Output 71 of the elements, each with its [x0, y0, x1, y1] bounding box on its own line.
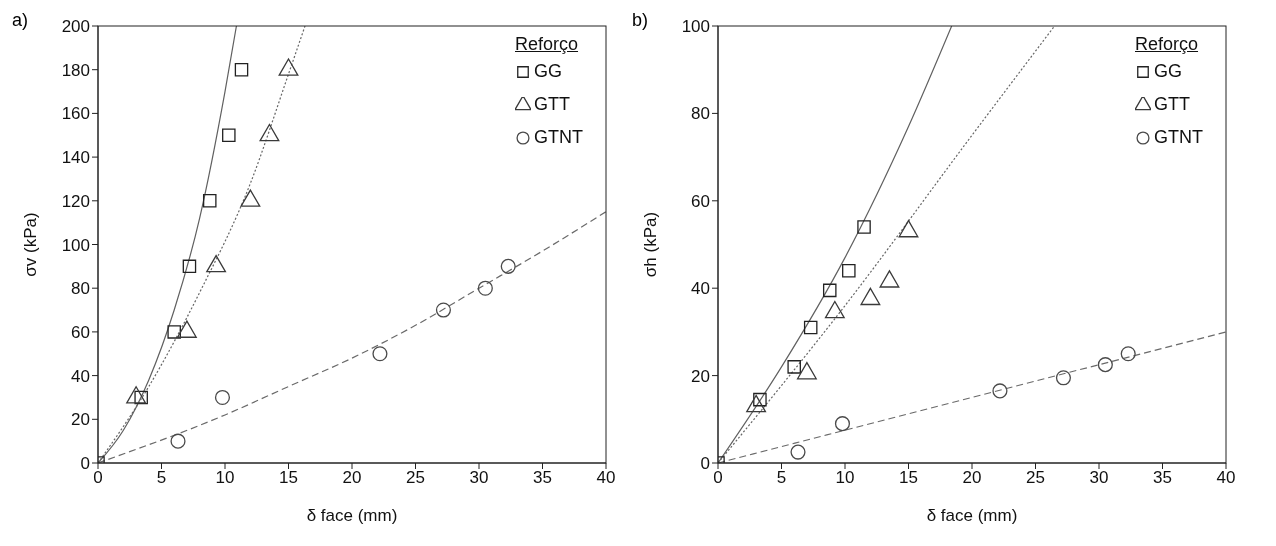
y-tick-label: 20: [71, 410, 90, 430]
point: [1097, 357, 1113, 373]
y-axis-title: σh (kPa): [641, 211, 661, 278]
legend-label: GTT: [1153, 94, 1191, 115]
x-axis-title: δ face (mm): [926, 506, 1018, 525]
y-tick-label: 60: [691, 191, 710, 211]
x-tick-label: 0: [713, 468, 723, 488]
point: [500, 258, 516, 274]
y-tick-label: 100: [681, 17, 710, 37]
y-tick-label: 0: [700, 454, 710, 474]
point: [435, 302, 451, 318]
point: [222, 128, 236, 143]
point: [170, 433, 186, 449]
legend-label: GG: [1153, 61, 1183, 82]
point: [182, 259, 197, 274]
y-tick-label: 140: [61, 148, 90, 168]
point: [842, 263, 856, 278]
legend-label: GTT: [533, 94, 571, 115]
y-tick-label: 80: [691, 104, 710, 124]
point: [822, 283, 837, 298]
x-tick-label: 30: [469, 468, 489, 488]
y-axis-title: σv (kPa): [21, 212, 41, 277]
x-tick-label: 35: [533, 468, 552, 488]
point: [167, 325, 181, 339]
point: [857, 220, 871, 234]
y-tick-label: 180: [61, 60, 90, 80]
point: [1120, 346, 1136, 362]
y-tick-label: 200: [61, 17, 90, 37]
x-axis-title: δ face (mm): [306, 506, 398, 525]
point: [992, 383, 1008, 399]
x-tick-label: 20: [962, 468, 982, 488]
legend-label: GTNT: [533, 127, 583, 148]
point: [803, 320, 818, 335]
x-tick-label: 40: [596, 468, 616, 488]
legend-title: Reforço: [515, 34, 580, 55]
y-tick-label: 40: [71, 366, 90, 386]
x-tick-label: 20: [342, 468, 362, 488]
y-tick-label: 60: [71, 322, 90, 342]
y-tick-label: 160: [61, 104, 90, 124]
point: [834, 416, 851, 432]
chart-title: a): [12, 10, 29, 31]
y-tick-label: 20: [691, 366, 710, 386]
x-tick-label: 10: [835, 468, 855, 488]
legend-label: GG: [533, 61, 563, 82]
y-tick-label: 0: [80, 454, 90, 474]
x-tick-label: 5: [776, 468, 787, 488]
x-tick-label: 0: [93, 468, 103, 488]
point: [202, 194, 217, 208]
legend-title: Reforço: [1135, 34, 1200, 55]
x-tick-label: 25: [406, 468, 425, 488]
x-tick-label: 35: [1153, 468, 1172, 488]
x-tick-label: 40: [1216, 468, 1236, 488]
point: [234, 62, 249, 77]
point: [787, 360, 801, 374]
legend-label: GTNT: [1153, 127, 1203, 148]
x-tick-label: 10: [215, 468, 235, 488]
y-tick-label: 40: [691, 279, 710, 299]
y-tick-label: 100: [61, 235, 90, 255]
y-tick-label: 120: [61, 191, 90, 211]
point: [790, 444, 806, 460]
x-tick-label: 25: [1026, 468, 1045, 488]
point: [372, 346, 388, 362]
chart-title: b): [632, 10, 649, 31]
y-tick-label: 80: [71, 279, 90, 299]
point: [477, 280, 493, 296]
x-tick-label: 5: [156, 468, 167, 488]
point: [214, 389, 231, 405]
x-tick-label: 30: [1089, 468, 1109, 488]
x-tick-label: 15: [899, 468, 918, 488]
point: [1055, 370, 1071, 386]
x-tick-label: 15: [279, 468, 298, 488]
